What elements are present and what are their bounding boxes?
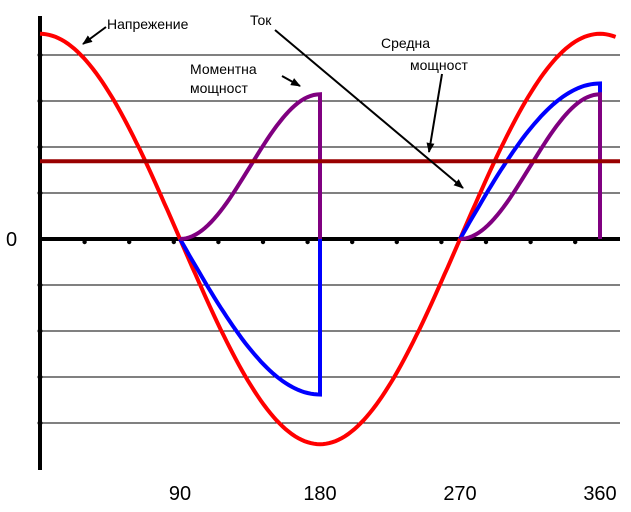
series-group xyxy=(39,31,620,447)
annotation-average-power-line2: мощност xyxy=(410,57,468,73)
annotation-average-power-arrow xyxy=(426,73,443,153)
x-tick-dot-10 xyxy=(483,239,489,245)
axes xyxy=(37,16,620,470)
y-tick-dot-1 xyxy=(37,98,43,104)
series-current-2 xyxy=(458,81,602,240)
x-tick-label-3: 360 xyxy=(583,483,616,505)
x-tick-dot-2 xyxy=(127,239,132,245)
tick-labels: 0 90 180 270 360 xyxy=(6,229,617,505)
x-tick-dot-4 xyxy=(216,239,221,245)
annotation-instant-power-line2: мощност xyxy=(190,80,248,96)
x-tick-dot-9 xyxy=(439,239,444,245)
y-tick-dot-6 xyxy=(37,374,43,380)
annotation-average-power-line1: Средна xyxy=(381,35,430,51)
y-tick-dot-7 xyxy=(37,420,43,426)
annotation-current-arrow xyxy=(274,29,464,189)
series-voltage xyxy=(39,31,617,447)
y-tick-dot-2 xyxy=(37,144,43,150)
y-tick-dot-5 xyxy=(37,328,43,334)
y-tick-dot-0 xyxy=(37,52,43,58)
annotation-current: Ток xyxy=(250,12,272,28)
annotation-voltage-arrow xyxy=(82,26,107,45)
y-zero-label: 0 xyxy=(6,229,17,251)
x-tick-dot-1 xyxy=(82,239,87,245)
series-current-1 xyxy=(178,238,322,397)
series-instant-power-2 xyxy=(459,92,602,241)
x-tick-dot-5 xyxy=(260,239,266,245)
x-tick-label-2: 270 xyxy=(443,483,476,505)
x-tick-label-1: 180 xyxy=(303,483,336,505)
y-tick-dot-3 xyxy=(37,190,43,196)
annotation-instant-power-arrow xyxy=(281,75,301,87)
x-tick-dot-8 xyxy=(394,239,399,245)
x-tick-label-0: 90 xyxy=(169,483,191,505)
annotation-voltage: Напрежение xyxy=(107,16,189,32)
x-tick-dot-6 xyxy=(305,239,310,245)
x-tick-dot-12 xyxy=(573,239,578,245)
x-axis-ticks xyxy=(82,239,578,245)
annotation-instant-power-line1: Моментна xyxy=(190,61,257,77)
y-tick-dot-4 xyxy=(37,282,43,288)
x-tick-dot-3 xyxy=(171,239,176,245)
annotations: Напрежение Ток Моментна мощност Средна м… xyxy=(82,12,468,189)
x-tick-dot-7 xyxy=(350,239,355,245)
y-axis-ticks xyxy=(37,52,43,426)
series-instant-power-1 xyxy=(179,92,322,241)
x-tick-dot-11 xyxy=(528,239,533,245)
